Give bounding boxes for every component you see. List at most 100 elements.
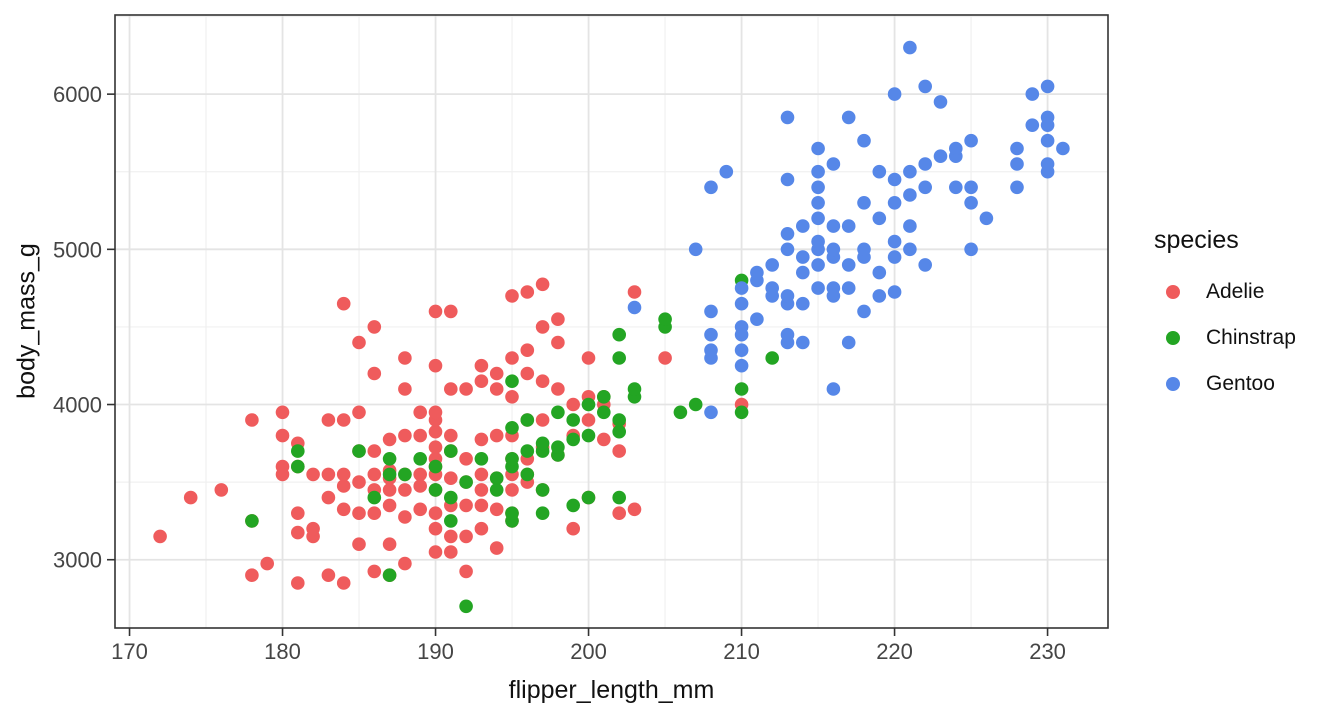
data-point-gentoo: [826, 157, 841, 171]
data-point-chinstrap: [520, 444, 535, 458]
data-point-adelie: [551, 335, 565, 350]
data-point-gentoo: [780, 227, 795, 241]
data-point-chinstrap: [444, 490, 458, 505]
data-point-adelie: [428, 545, 443, 559]
data-point-gentoo: [887, 172, 902, 187]
data-point-gentoo: [1025, 118, 1040, 132]
data-point-gentoo: [765, 281, 779, 295]
data-point-chinstrap: [382, 467, 397, 482]
data-point-gentoo: [857, 196, 871, 210]
data-point-gentoo: [811, 258, 825, 272]
data-point-adelie: [551, 382, 565, 396]
data-point-gentoo: [811, 211, 825, 226]
data-point-chinstrap: [382, 452, 397, 466]
data-point-gentoo: [857, 242, 871, 257]
data-point-gentoo: [1056, 141, 1070, 156]
data-point-chinstrap: [505, 506, 519, 520]
data-point-gentoo: [918, 258, 932, 272]
data-point-adelie: [566, 521, 580, 536]
data-point-gentoo: [780, 172, 795, 187]
data-point-adelie: [520, 285, 535, 299]
data-point-adelie: [489, 382, 504, 396]
data-point-adelie: [413, 502, 428, 517]
x-tick-label: 180: [264, 639, 301, 664]
data-point-adelie: [321, 568, 336, 582]
data-point-gentoo: [979, 211, 994, 226]
legend: species Adelie Chinstrap Gentoo: [1150, 226, 1296, 407]
data-point-adelie: [367, 564, 382, 579]
legend-key-chinstrap-icon: [1166, 331, 1180, 345]
data-point-adelie: [581, 351, 596, 365]
data-point-chinstrap: [734, 382, 749, 396]
data-point-chinstrap: [245, 514, 259, 528]
data-point-adelie: [428, 358, 443, 373]
data-point-adelie: [183, 490, 198, 505]
x-tick-label: 220: [876, 639, 913, 664]
data-point-adelie: [214, 483, 229, 497]
data-point-chinstrap: [535, 436, 550, 451]
data-point-adelie: [459, 498, 473, 513]
data-point-gentoo: [734, 320, 749, 334]
x-tick-label: 210: [723, 639, 760, 664]
data-point-chinstrap: [673, 405, 688, 420]
data-point-gentoo: [780, 110, 795, 125]
data-point-adelie: [444, 428, 458, 443]
data-point-gentoo: [780, 327, 795, 342]
data-point-chinstrap: [612, 424, 626, 439]
data-point-chinstrap: [520, 467, 535, 482]
data-point-gentoo: [734, 343, 749, 358]
data-point-gentoo: [918, 157, 932, 171]
data-point-chinstrap: [612, 413, 626, 427]
data-point-adelie: [398, 556, 412, 571]
data-point-gentoo: [887, 285, 902, 299]
data-point-gentoo: [780, 289, 795, 303]
data-point-adelie: [474, 374, 489, 389]
data-point-adelie: [367, 444, 382, 458]
data-point-chinstrap: [612, 351, 626, 365]
data-point-chinstrap: [428, 459, 443, 474]
data-point-adelie: [459, 564, 473, 579]
data-point-chinstrap: [489, 471, 504, 486]
data-point-gentoo: [780, 242, 795, 257]
data-point-chinstrap: [765, 351, 779, 365]
data-point-gentoo: [918, 79, 932, 94]
data-point-adelie: [612, 444, 626, 458]
y-tick-label: 6000: [53, 82, 102, 107]
data-point-adelie: [428, 304, 443, 319]
data-point-adelie: [398, 351, 412, 365]
data-point-gentoo: [811, 234, 825, 249]
data-point-chinstrap: [597, 405, 611, 420]
data-point-chinstrap: [597, 390, 611, 404]
data-point-gentoo: [704, 304, 718, 319]
legend-label-chinstrap: Chinstrap: [1206, 326, 1296, 349]
data-point-chinstrap: [413, 452, 428, 466]
data-point-adelie: [474, 483, 489, 497]
data-point-gentoo: [734, 296, 749, 311]
data-point-gentoo: [796, 265, 810, 280]
data-point-adelie: [336, 502, 351, 517]
data-point-adelie: [597, 432, 611, 447]
data-point-adelie: [535, 320, 550, 334]
data-point-adelie: [474, 467, 489, 482]
data-point-chinstrap: [382, 568, 397, 582]
data-point-gentoo: [841, 281, 856, 295]
data-point-chinstrap: [428, 483, 443, 497]
data-point-adelie: [275, 428, 290, 443]
y-axis-title: body_mass_g: [12, 243, 41, 399]
data-point-gentoo: [796, 296, 810, 311]
data-point-adelie: [291, 576, 305, 590]
legend-key-adelie-icon: [1166, 285, 1180, 299]
data-point-gentoo: [933, 95, 948, 109]
data-point-chinstrap: [398, 467, 412, 482]
data-point-adelie: [275, 459, 290, 474]
data-point-adelie: [336, 413, 351, 427]
data-point-gentoo: [887, 87, 902, 101]
data-point-chinstrap: [367, 490, 382, 505]
data-point-adelie: [291, 506, 305, 520]
data-point-gentoo: [841, 258, 856, 272]
data-point-gentoo: [796, 250, 810, 264]
data-point-adelie: [336, 296, 351, 311]
data-point-gentoo: [734, 358, 749, 373]
data-point-adelie: [428, 424, 443, 439]
data-point-gentoo: [734, 281, 749, 295]
